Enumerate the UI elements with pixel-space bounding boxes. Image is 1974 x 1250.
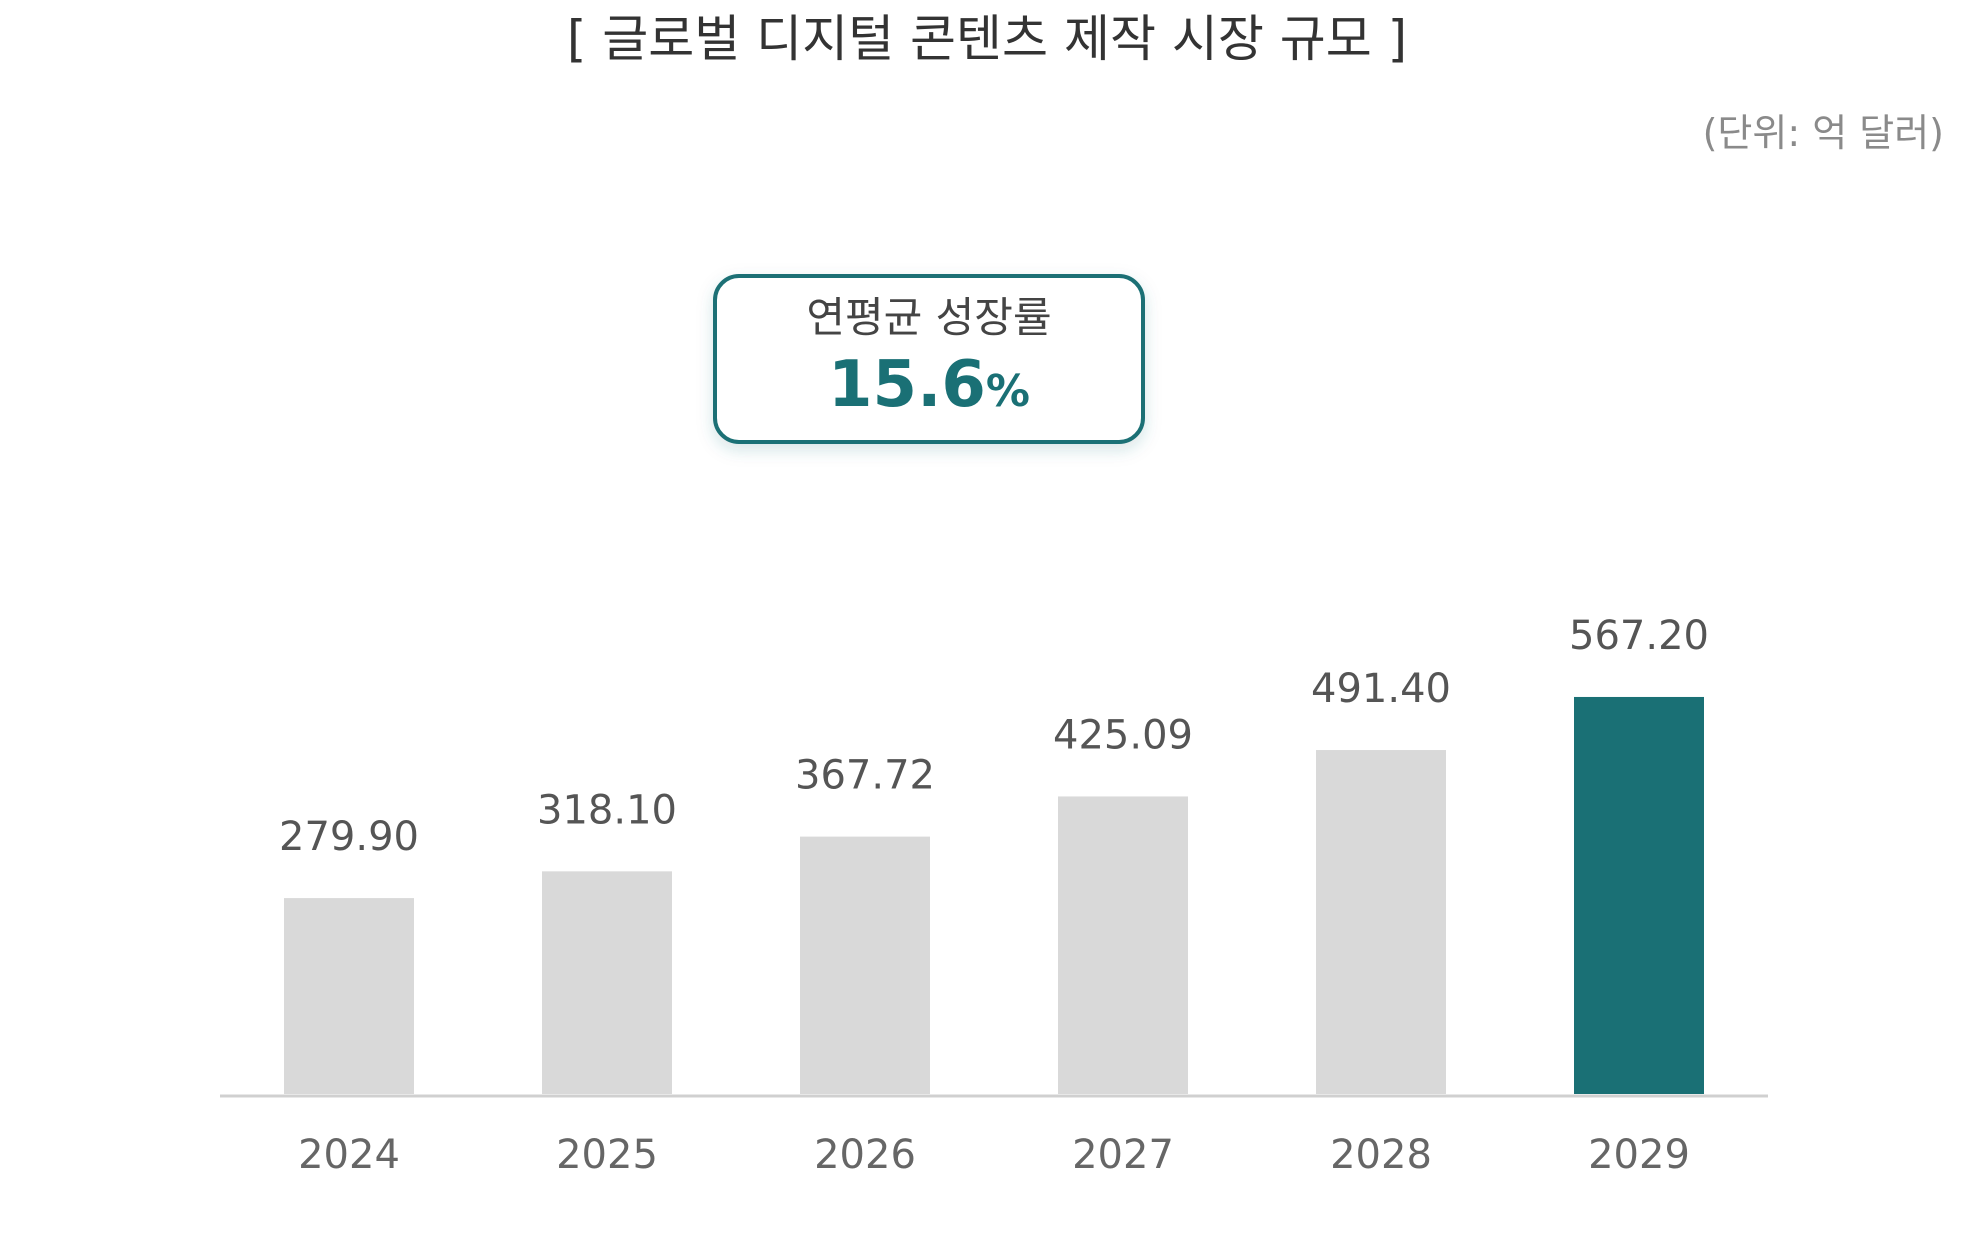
value-label-2025: 318.10 (537, 787, 677, 833)
cagr-value: 15.6 (828, 348, 986, 422)
bar-2026 (800, 836, 930, 1094)
x-tick-2024: 2024 (298, 1132, 400, 1178)
value-labels-group: 279.90 318.10 367.72 425.09 491.40 567.20 (279, 613, 1709, 860)
x-tick-2028: 2028 (1330, 1132, 1432, 1178)
cagr-label: 연평균 성장률 (806, 293, 1051, 342)
cagr-value-text: 15.6% (828, 348, 1030, 422)
x-tick-2026: 2026 (814, 1132, 916, 1178)
value-label-2024: 279.90 (279, 814, 419, 860)
cagr-callout: 연평균 성장률 15.6% (713, 274, 1145, 444)
x-tick-2029: 2029 (1588, 1132, 1690, 1178)
value-label-2029: 567.20 (1569, 613, 1709, 659)
bar-2029 (1574, 696, 1704, 1094)
cagr-unit: % (986, 366, 1030, 417)
chart-title: [ 글로벌 디지털 콘텐츠 제작 시장 규모 ] (567, 10, 1407, 68)
bars-group (284, 696, 1704, 1094)
x-tick-2025: 2025 (556, 1132, 658, 1178)
value-label-2027: 425.09 (1053, 712, 1193, 758)
bar-2027 (1058, 796, 1188, 1094)
bar-2025 (542, 871, 672, 1094)
x-tick-2027: 2027 (1072, 1132, 1174, 1178)
value-label-2028: 491.40 (1311, 666, 1451, 712)
bar-2028 (1316, 750, 1446, 1094)
bar-2024 (284, 898, 414, 1094)
value-label-2026: 367.72 (795, 753, 935, 799)
cagr-box (713, 274, 1145, 444)
x-tick-labels-group: 2024 2025 2026 2027 2028 2029 (298, 1132, 1690, 1178)
unit-label: (단위: 억 달러) (1703, 111, 1944, 155)
